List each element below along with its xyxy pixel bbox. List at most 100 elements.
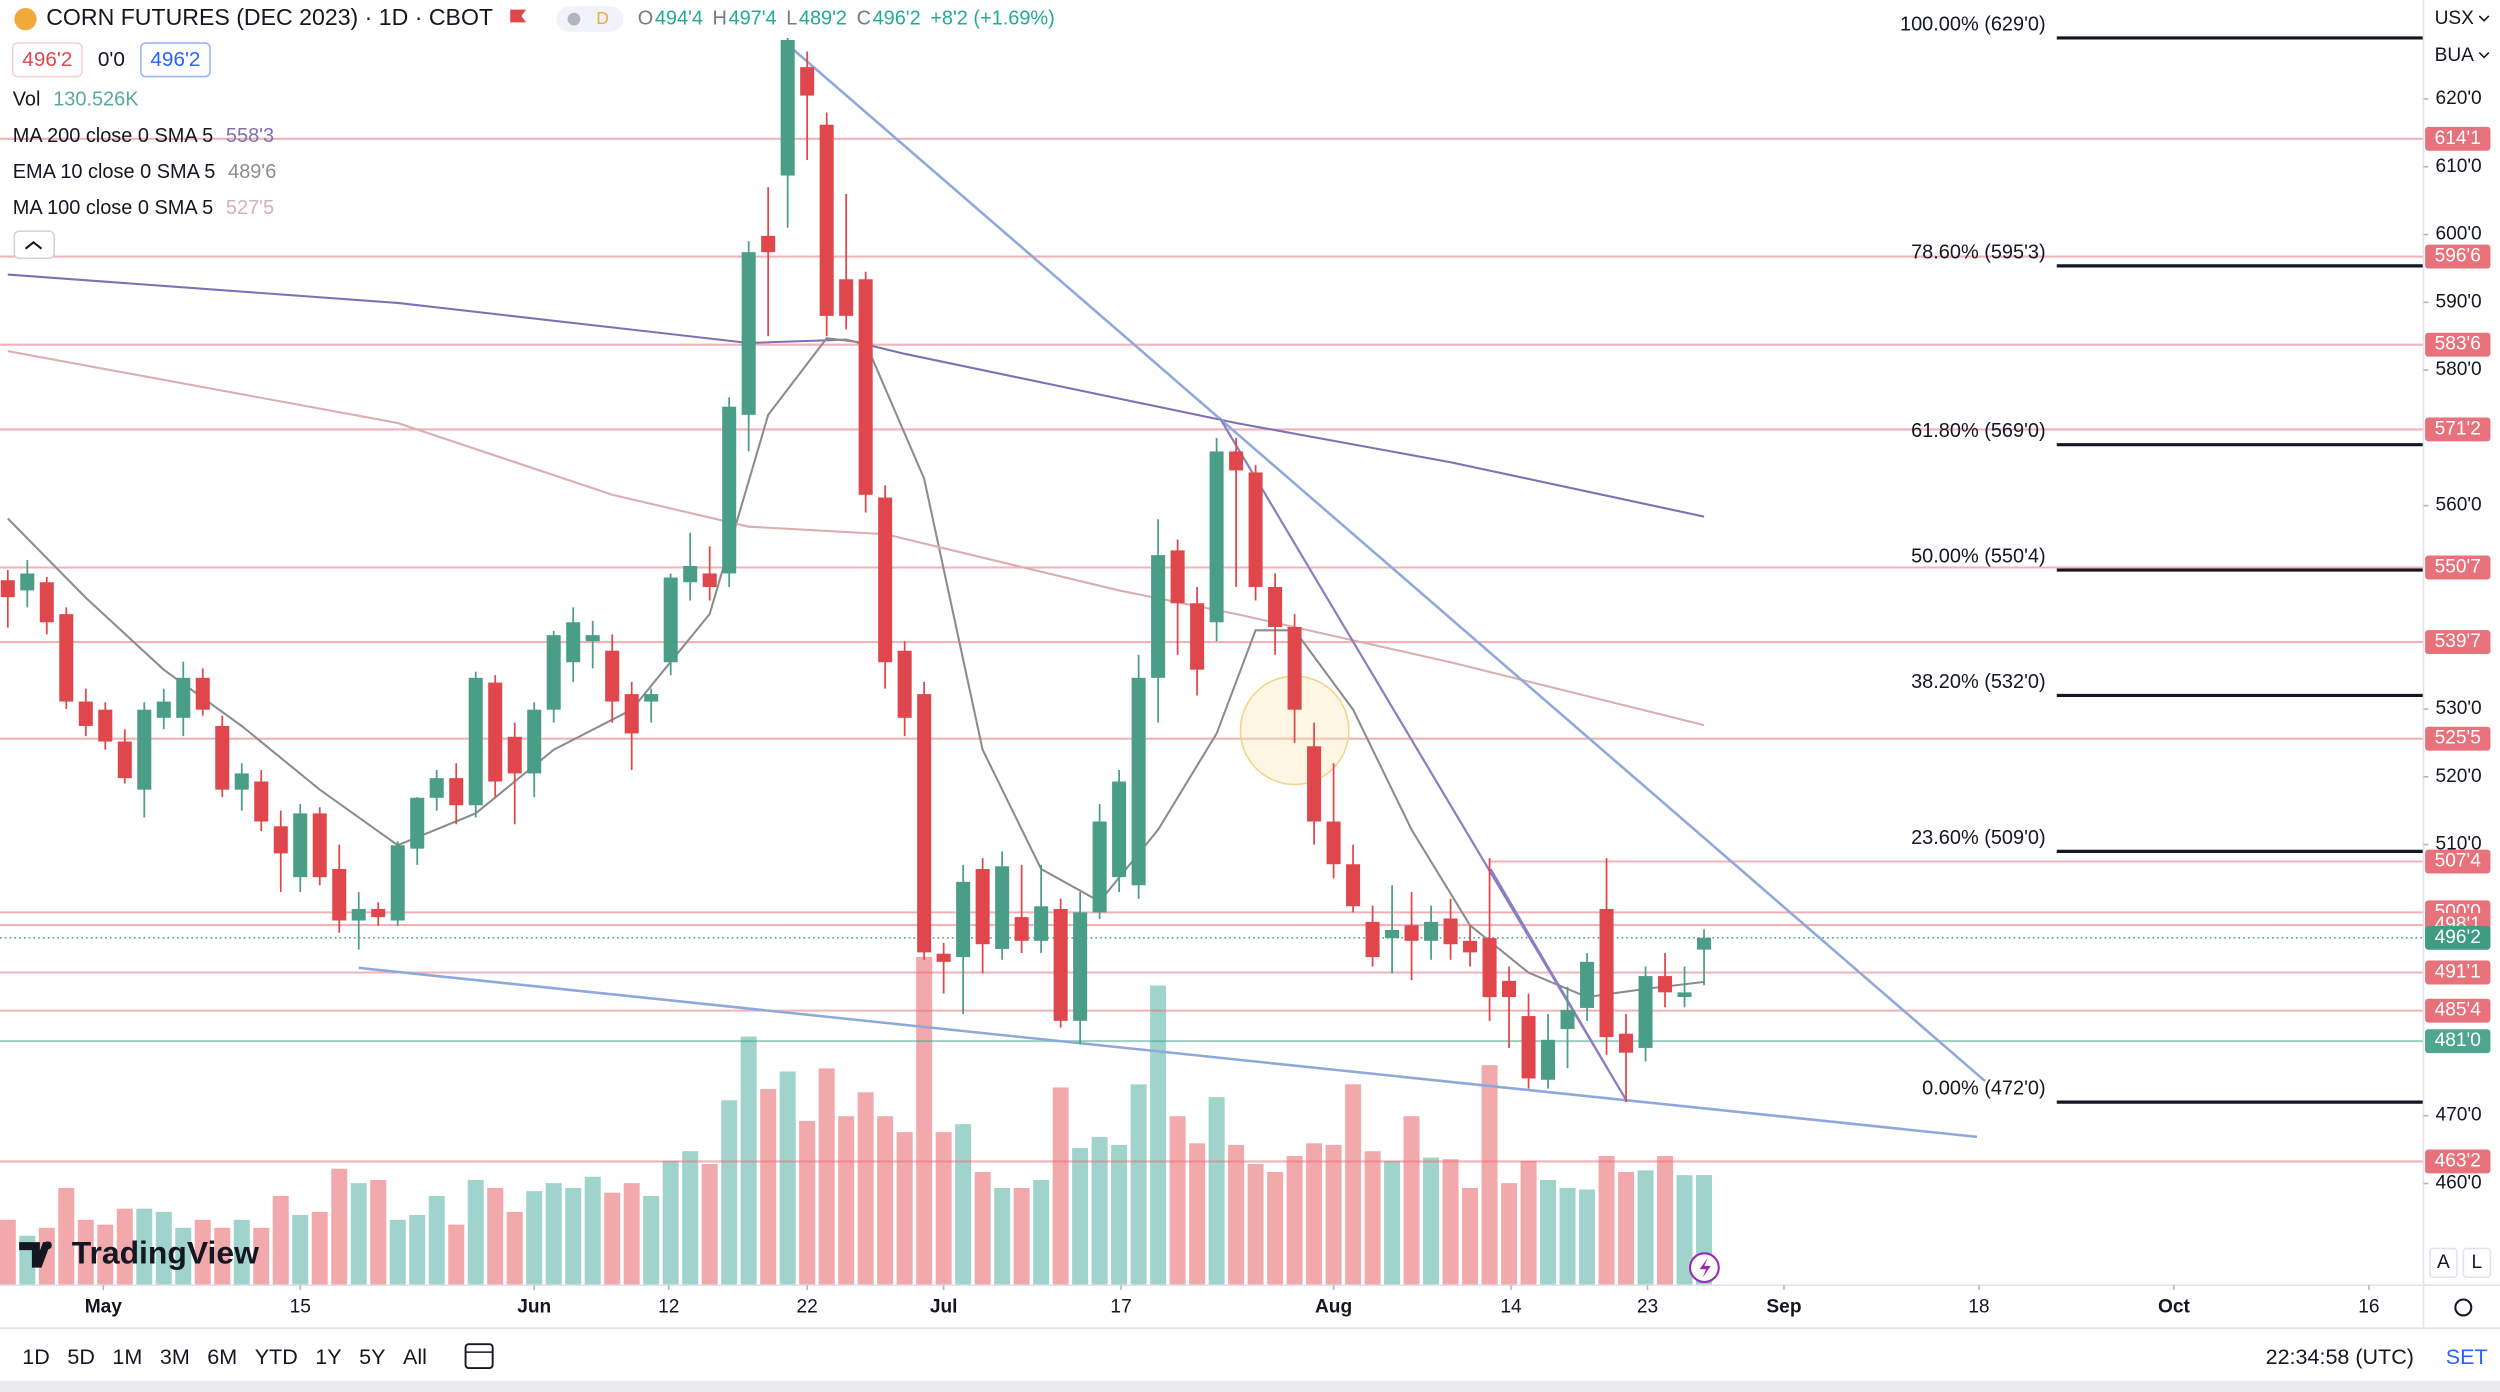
volume-bar [1462, 1187, 1479, 1286]
volume-bar [818, 1068, 835, 1286]
price-box-text[interactable]: 496'2 [150, 48, 200, 71]
y-tick-label: 470'0 [2435, 1105, 2481, 1126]
volume-bar [175, 1227, 192, 1286]
volume-bar [994, 1187, 1011, 1286]
candle-body [800, 67, 815, 96]
volume-bar [1520, 1160, 1537, 1286]
range-button[interactable]: YTD [255, 1345, 298, 1369]
log-button[interactable] [2462, 1247, 2492, 1278]
volume-bar [116, 1208, 133, 1286]
volume-bar [1228, 1144, 1245, 1286]
auto-label[interactable]: A [2437, 1252, 2450, 1273]
range-button[interactable]: 1D [22, 1345, 50, 1369]
volume-bar [1540, 1179, 1557, 1286]
candle-body [1209, 451, 1224, 623]
candle-body [488, 682, 503, 782]
legend-name[interactable]: MA 200 close 0 SMA 5 [13, 125, 213, 147]
candle-body [254, 781, 269, 822]
candle-body [1307, 746, 1322, 822]
badge[interactable] [556, 6, 624, 32]
currency[interactable]: USX [2435, 8, 2475, 29]
candle-body [605, 650, 620, 702]
collapse-button[interactable] [13, 230, 56, 260]
candle-body [78, 701, 93, 726]
candle-body [429, 778, 444, 798]
trendline [358, 966, 1978, 1139]
range-button[interactable]: 5Y [359, 1345, 385, 1369]
candle-body [312, 813, 327, 878]
range-button[interactable]: 1Y [315, 1345, 341, 1369]
candle-body [59, 614, 74, 702]
volume-bar [1364, 1151, 1381, 1286]
auto-button[interactable] [2429, 1247, 2458, 1278]
candle-body [1268, 587, 1283, 627]
moving-average [7, 337, 1705, 999]
volume-bar [292, 1214, 309, 1286]
candle-body [1599, 908, 1614, 1038]
legend-value: 130.526K [53, 89, 139, 111]
volume-bar [877, 1116, 894, 1286]
candle-body [897, 650, 912, 718]
ohlc-value: 496'2 [873, 7, 921, 29]
candle-body [390, 845, 405, 921]
candle-body [117, 741, 132, 779]
collapse-icon [24, 241, 43, 250]
settings-icon[interactable] [2454, 1298, 2473, 1317]
ohlc-key: O [638, 7, 653, 29]
legend-name[interactable]: Vol [13, 89, 41, 111]
volume-bar [584, 1176, 601, 1286]
range-button[interactable]: 6M [207, 1345, 237, 1369]
flag-icon[interactable] [510, 9, 527, 23]
volume-bar [701, 1164, 718, 1286]
fib-label: 61.80% (569'0) [1911, 420, 2045, 442]
candle-body [1697, 937, 1712, 950]
candle-body [98, 709, 113, 742]
volume-bar [1442, 1159, 1459, 1286]
candle-body [1482, 938, 1497, 998]
moving-average [7, 273, 1705, 518]
price-box[interactable] [88, 43, 135, 77]
x-tick-label: Sep [1766, 1297, 1801, 1318]
x-tick-label: Oct [2158, 1297, 2191, 1318]
volume-bar [1384, 1160, 1401, 1286]
price-boxes: 496'2 0'0 496'2 [11, 42, 211, 78]
range-button[interactable]: All [403, 1345, 427, 1369]
range-button[interactable]: 1M [112, 1345, 142, 1369]
volume-bar [1130, 1084, 1147, 1286]
ohlc-key: H [713, 7, 727, 29]
volume-bar [506, 1211, 523, 1286]
range-button[interactable]: 3M [160, 1345, 190, 1369]
x-tick-label: Jun [517, 1297, 551, 1318]
volume-bar [1286, 1156, 1303, 1286]
candle-body [0, 580, 15, 598]
range-button[interactable]: 5D [67, 1345, 95, 1369]
unit[interactable]: BUA [2435, 45, 2475, 66]
x-tick-label: 22 [797, 1297, 818, 1318]
price-box[interactable] [11, 42, 83, 78]
price-label: 496'2 [2435, 927, 2481, 948]
price-label-box [2425, 417, 2491, 442]
settings-link[interactable]: SET [2446, 1345, 2488, 1369]
candle-body [1677, 992, 1692, 998]
candle-body [702, 573, 717, 588]
candle-body [410, 797, 425, 849]
volume-bar [1579, 1189, 1596, 1286]
price-box[interactable] [140, 42, 211, 78]
clock[interactable]: 22:34:58 (UTC) [2266, 1345, 2414, 1369]
volume-bar [155, 1211, 172, 1286]
x-tick-label: 16 [2358, 1297, 2379, 1318]
price-box-text[interactable]: 496'2 [22, 48, 72, 71]
symbol-title[interactable]: CORN FUTURES (DEC 2023) · 1D · CBOT [46, 4, 493, 30]
price-label-box [2425, 960, 2491, 985]
legend-name[interactable]: EMA 10 close 0 SMA 5 [13, 161, 216, 183]
candle-body [819, 124, 834, 316]
ohlc-key: L [786, 7, 797, 29]
volume-bar [896, 1132, 913, 1286]
candle-body [780, 39, 795, 176]
log-label[interactable]: L [2472, 1252, 2483, 1273]
calendar-icon[interactable] [464, 1343, 494, 1370]
candle-body [624, 694, 639, 734]
volume-bar [1033, 1179, 1050, 1286]
legend-name[interactable]: MA 100 close 0 SMA 5 [13, 197, 213, 219]
price-box-text[interactable]: 0'0 [98, 48, 125, 71]
